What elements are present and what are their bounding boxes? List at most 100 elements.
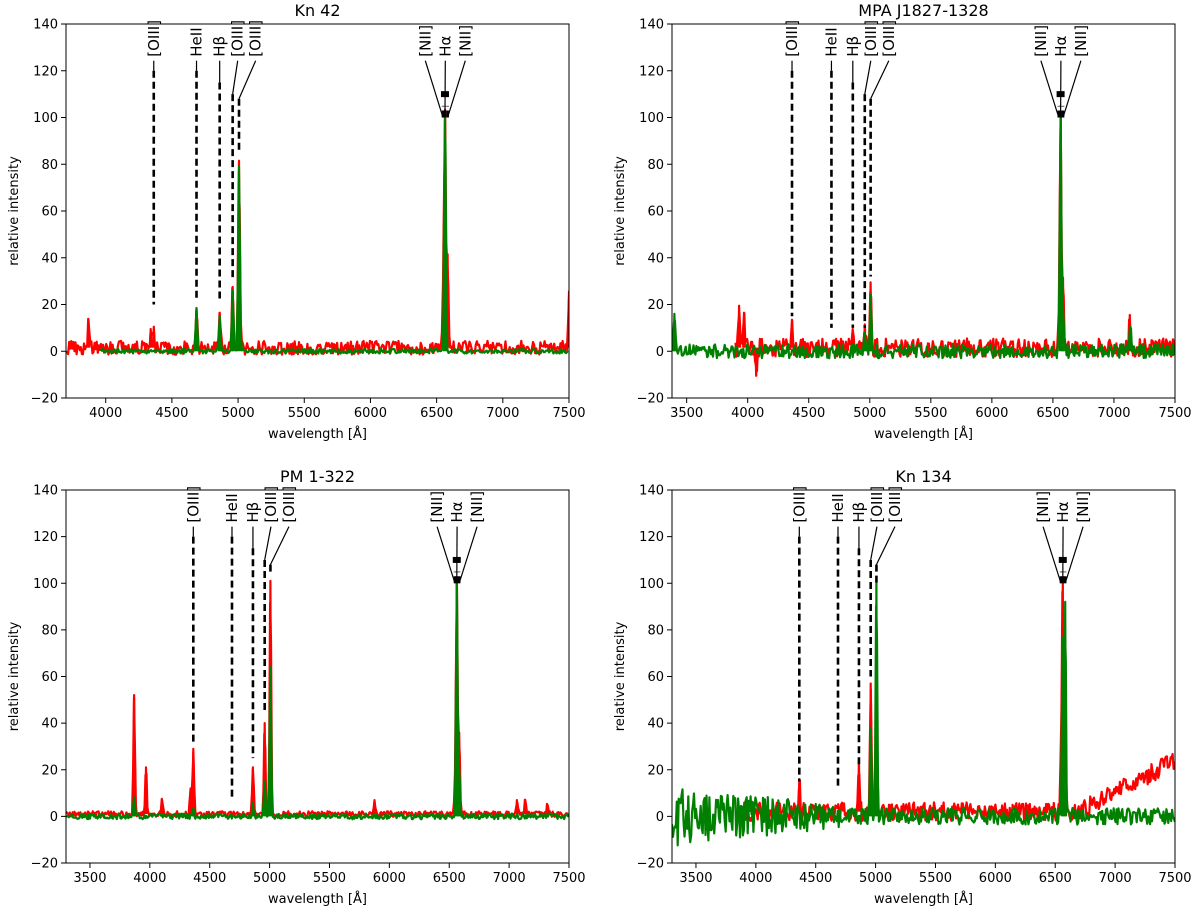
series-green-peak	[132, 796, 137, 817]
chart-panel-2: [OIII] HeII Hβ [OIII] [OIII] [NII] Hα [NII]3500…	[613, 1, 1192, 442]
annotation-connector	[864, 60, 872, 95]
annotation-label: [NII]	[1072, 25, 1090, 57]
plot-area	[672, 577, 1175, 847]
x-tick-label: 4500	[799, 871, 832, 886]
series-red-peak	[790, 318, 794, 348]
series-red-peak	[567, 290, 569, 348]
y-tick-label: 0	[656, 345, 664, 360]
y-tick-label: 140	[639, 484, 664, 499]
series-green-peak	[1060, 640, 1065, 817]
x-tick-label: 4000	[731, 406, 764, 421]
annotation-connector	[1042, 526, 1062, 584]
annotation-label: [OIII]	[280, 486, 298, 523]
x-tick-label: 4500	[792, 406, 825, 421]
series-green-peak	[251, 803, 255, 817]
series-green-peak	[862, 331, 867, 352]
annotation-connector	[1062, 60, 1082, 118]
annotation-label: HeII	[829, 493, 847, 522]
series-green-peak	[454, 582, 459, 817]
annotation-label: [OIII]	[790, 486, 808, 523]
y-tick-label: 0	[50, 345, 58, 360]
series-green-peak	[1063, 600, 1068, 817]
annotation-label: HeII	[223, 493, 241, 522]
annotation-connector	[870, 526, 878, 561]
series-green-peak	[457, 768, 462, 817]
y-tick-label: 20	[647, 763, 664, 778]
y-tick-label: 100	[33, 577, 58, 592]
annotation-label: [NII]	[468, 491, 486, 523]
x-tick-label: 4000	[133, 871, 166, 886]
annotation-connector	[238, 60, 257, 100]
series-green-line	[99, 139, 569, 355]
x-axis-label: wavelength [Å]	[268, 426, 367, 442]
x-tick-label: 7000	[1099, 871, 1132, 886]
annotation-connector	[424, 60, 444, 118]
chart-title: Kn 42	[294, 1, 340, 20]
annotation-label: [OIII]	[247, 20, 265, 57]
y-tick-label: 100	[639, 111, 664, 126]
annotation-label: [OIII]	[862, 20, 880, 57]
y-tick-label: 60	[647, 205, 664, 220]
x-tick-label: 5500	[914, 406, 947, 421]
y-tick-label: 80	[41, 623, 58, 638]
series-red-peak	[545, 803, 550, 815]
annotation-connector	[875, 526, 896, 565]
series-green-peak	[868, 726, 873, 817]
chart-panel-3: [OIII] HeII Hβ [OIII] [OIII] [NII] Hα [NII]3500…	[7, 467, 586, 907]
annotation-label: [NII]	[428, 491, 446, 523]
annotation-label: Hβ	[850, 502, 868, 523]
series-red-peak	[372, 798, 377, 815]
x-tick-label: 5500	[288, 406, 321, 421]
series-green-peak	[217, 315, 222, 352]
annotation-connector	[458, 526, 478, 584]
y-tick-label: 20	[41, 763, 58, 778]
series-green-peak	[230, 289, 235, 352]
annotation-connector	[232, 60, 239, 95]
annotation-label: [NII]	[416, 25, 434, 57]
plot-area	[66, 108, 569, 356]
x-tick-label: 7000	[493, 871, 526, 886]
series-red-peak	[523, 798, 528, 815]
annotation-label: [OIII]	[262, 486, 280, 523]
x-axis-label: wavelength [Å]	[874, 891, 973, 907]
plot-area	[66, 578, 569, 821]
series-red-line	[66, 578, 569, 818]
y-tick-label: 20	[647, 298, 664, 313]
x-tick-label: 5500	[919, 871, 952, 886]
y-tick-label: 0	[50, 810, 58, 825]
annotation-connector	[264, 526, 272, 561]
y-tick-label: 100	[33, 111, 58, 126]
annotation-connector	[436, 526, 456, 584]
x-tick-label: 6500	[433, 871, 466, 886]
annotation-label: [OIII]	[145, 20, 163, 57]
annotation-connector	[1064, 526, 1084, 584]
series-red-peak	[737, 304, 742, 348]
series-red-peak	[148, 327, 153, 348]
y-tick-label: 80	[647, 158, 664, 173]
chart-panel-4: [OIII] HeII Hβ [OIII] [OIII] [NII] Hα [NII]3500…	[613, 467, 1192, 907]
x-tick-label: 6000	[975, 406, 1008, 421]
x-tick-label: 5000	[253, 871, 286, 886]
series-red-peak	[857, 759, 861, 812]
annotation-label: [OIII]	[783, 20, 801, 57]
annotation-label: Hα	[1052, 35, 1070, 56]
series-red-peak	[144, 766, 148, 815]
y-tick-label: 40	[647, 251, 664, 266]
x-tick-label: 4500	[193, 871, 226, 886]
series-green-peak	[268, 666, 273, 817]
series-red-peak	[151, 325, 156, 348]
y-axis-label: relative intensity	[613, 156, 628, 266]
series-green-peak	[868, 294, 873, 352]
x-tick-label: 3500	[670, 406, 703, 421]
x-tick-label: 3500	[73, 871, 106, 886]
annotation-label: [NII]	[1074, 491, 1092, 523]
annotation-label: HeII	[822, 27, 840, 56]
series-green-peak	[1061, 303, 1065, 352]
x-tick-label: 5000	[859, 871, 892, 886]
y-tick-label: 60	[41, 670, 58, 685]
chart-panel-1: [OIII] HeII Hβ [OIII] [OIII] [NII] Hα [NII]4000…	[7, 1, 586, 442]
x-tick-label: 7500	[552, 871, 585, 886]
x-tick-label: 5000	[222, 406, 255, 421]
series-red-line	[66, 108, 569, 356]
